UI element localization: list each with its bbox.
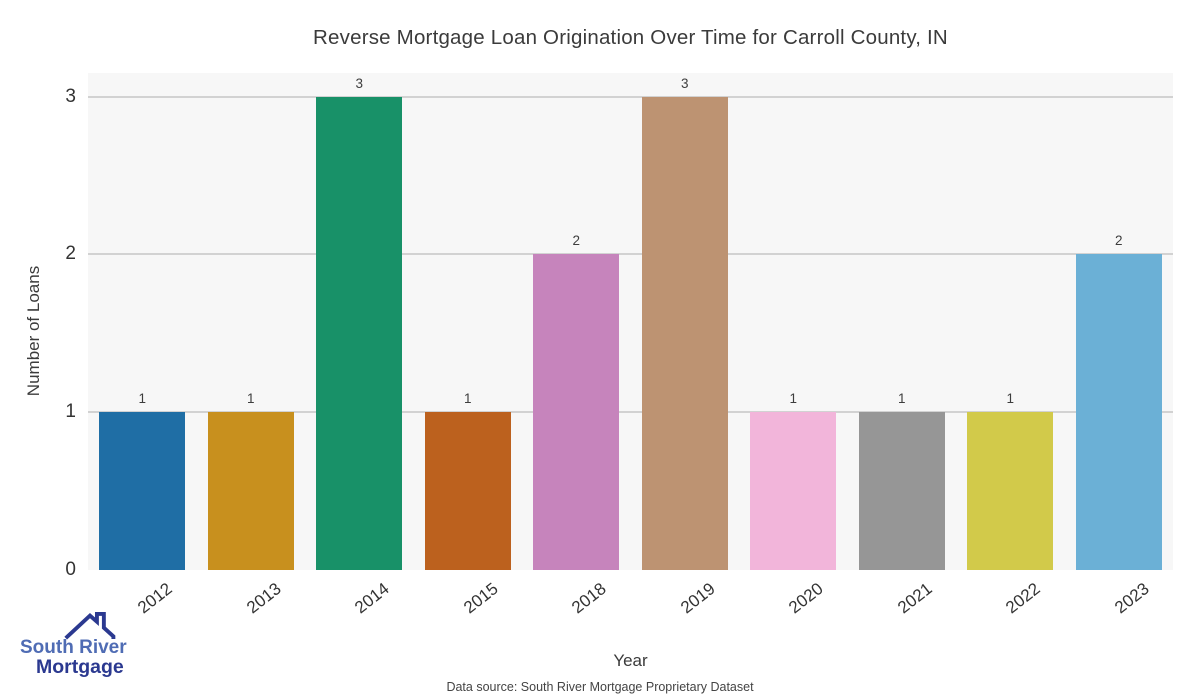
ytick-label-2: 2 [65,243,76,265]
bar-2015 [424,412,511,570]
xtick-label-2014: 2014 [351,579,393,618]
bar-2023 [1075,254,1162,570]
bar-2020 [750,412,837,570]
plot-area: 1 1 3 1 2 3 1 1 1 2 [88,73,1173,570]
data-source-note: Data source: South River Mortgage Propri… [446,680,754,694]
xtick-label-2019: 2019 [676,579,719,618]
xtick-label-2022: 2022 [1002,579,1044,618]
bar-value-label-2022: 1 [1006,391,1014,407]
xtick-label-2020: 2020 [785,579,827,618]
xtick-label-2015: 2015 [459,579,502,618]
bar-2021 [858,412,945,570]
xtick-label-2013: 2013 [242,579,285,618]
gridline-y-1 [88,411,1173,414]
bar-2012 [99,412,186,570]
bar-value-label-2020: 1 [789,391,797,407]
bar-value-label-2012: 1 [138,391,146,407]
bar-value-label-2014: 3 [355,75,363,91]
ytick-label-0: 0 [65,559,76,580]
xtick-label-2021: 2021 [893,579,936,618]
bar-2022 [967,412,1054,570]
bar-2013 [207,412,294,570]
bar-2014 [316,96,403,570]
south-river-mortgage-logo: South River Mortgage [16,612,146,677]
bar-value-label-2023: 2 [1114,233,1123,249]
bar-2019 [641,96,728,570]
bar-value-label-2019: 3 [680,75,689,91]
y-axis-title: Number of Loans [24,265,43,397]
gridline-y-2 [88,253,1173,256]
xtick-label-2018: 2018 [568,579,610,618]
bar-value-label-2021: 1 [897,391,906,407]
ytick-label-1: 1 [65,401,76,423]
chart-title: Reverse Mortgage Loan Origination Over T… [313,26,948,49]
bar-2018 [533,254,620,570]
bar-value-label-2015: 1 [463,391,472,407]
house-roof-icon [64,612,116,640]
logo-text-line1: South River [20,637,127,658]
xtick-label-2023: 2023 [1110,579,1153,618]
logo-text-line2: Mortgage [36,656,124,678]
ytick-label-3: 3 [65,85,76,107]
bar-value-label-2013: 1 [246,391,255,407]
gridline-y-3 [88,95,1173,98]
x-axis-title: Year [613,651,648,670]
bar-value-label-2018: 2 [572,233,580,249]
